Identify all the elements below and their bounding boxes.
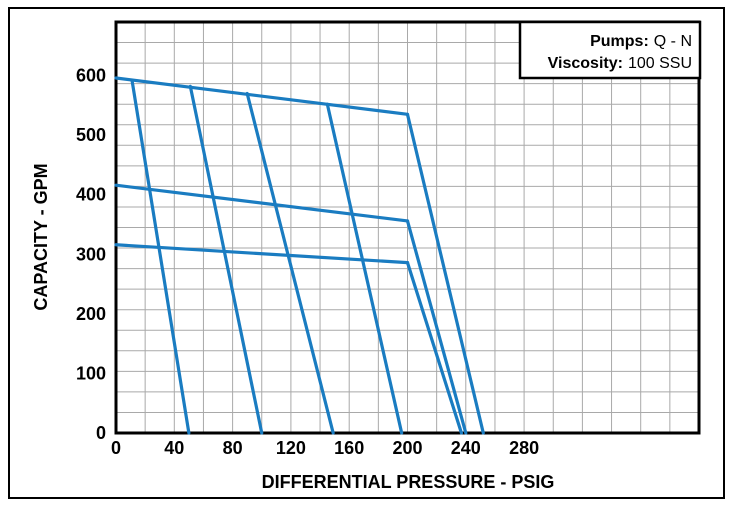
y-tick-label: 300 bbox=[76, 244, 106, 264]
y-tick-label: 0 bbox=[96, 423, 106, 443]
x-axis-tick-labels: 0 40 80 120 160 200 240 280 bbox=[111, 438, 539, 458]
legend-pumps: Pumps: Q - N bbox=[590, 33, 692, 50]
x-axis-title: DIFFERENTIAL PRESSURE - PSIG bbox=[262, 472, 555, 492]
series-line-7 bbox=[130, 78, 191, 435]
series-group bbox=[114, 76, 485, 435]
y-tick-label: 400 bbox=[76, 185, 106, 205]
series-line-10 bbox=[325, 102, 404, 435]
series-line-6 bbox=[405, 261, 464, 435]
series-line-1 bbox=[114, 76, 410, 116]
x-tick-label: 40 bbox=[164, 438, 184, 458]
series-line-8 bbox=[188, 84, 264, 435]
x-tick-label: 120 bbox=[276, 438, 306, 458]
series-line-9 bbox=[245, 91, 335, 435]
legend-viscosity-label: Viscosity: bbox=[548, 55, 623, 72]
x-tick-label: 240 bbox=[451, 438, 481, 458]
series-line-3 bbox=[114, 243, 410, 265]
legend-viscosity-value: 100 SSU bbox=[628, 55, 692, 72]
y-tick-label: 200 bbox=[76, 304, 106, 324]
grid bbox=[116, 22, 699, 433]
chart-frame bbox=[8, 7, 725, 499]
legend-viscosity: Viscosity: 100 SSU bbox=[548, 55, 692, 72]
series-line-4 bbox=[405, 112, 485, 435]
series-line-5 bbox=[405, 219, 468, 435]
y-axis-tick-labels: 0 100 200 300 400 500 600 bbox=[76, 66, 106, 443]
y-axis-title: CAPACITY - GPM bbox=[31, 163, 51, 310]
legend-box: Pumps: Q - N Viscosity: 100 SSU bbox=[518, 20, 702, 80]
x-tick-label: 0 bbox=[111, 438, 121, 458]
y-tick-label: 100 bbox=[76, 363, 106, 383]
legend-border bbox=[518, 20, 702, 80]
plot-area-border bbox=[114, 20, 701, 435]
y-tick-label: 500 bbox=[76, 125, 106, 145]
legend-pumps-label: Pumps: bbox=[590, 33, 649, 50]
x-tick-label: 200 bbox=[392, 438, 422, 458]
legend-pumps-value: Q - N bbox=[654, 33, 692, 50]
x-tick-label: 160 bbox=[334, 438, 364, 458]
series-line-2 bbox=[114, 183, 410, 223]
x-tick-label: 280 bbox=[509, 438, 539, 458]
y-tick-label: 600 bbox=[76, 66, 106, 86]
x-tick-label: 80 bbox=[223, 438, 243, 458]
